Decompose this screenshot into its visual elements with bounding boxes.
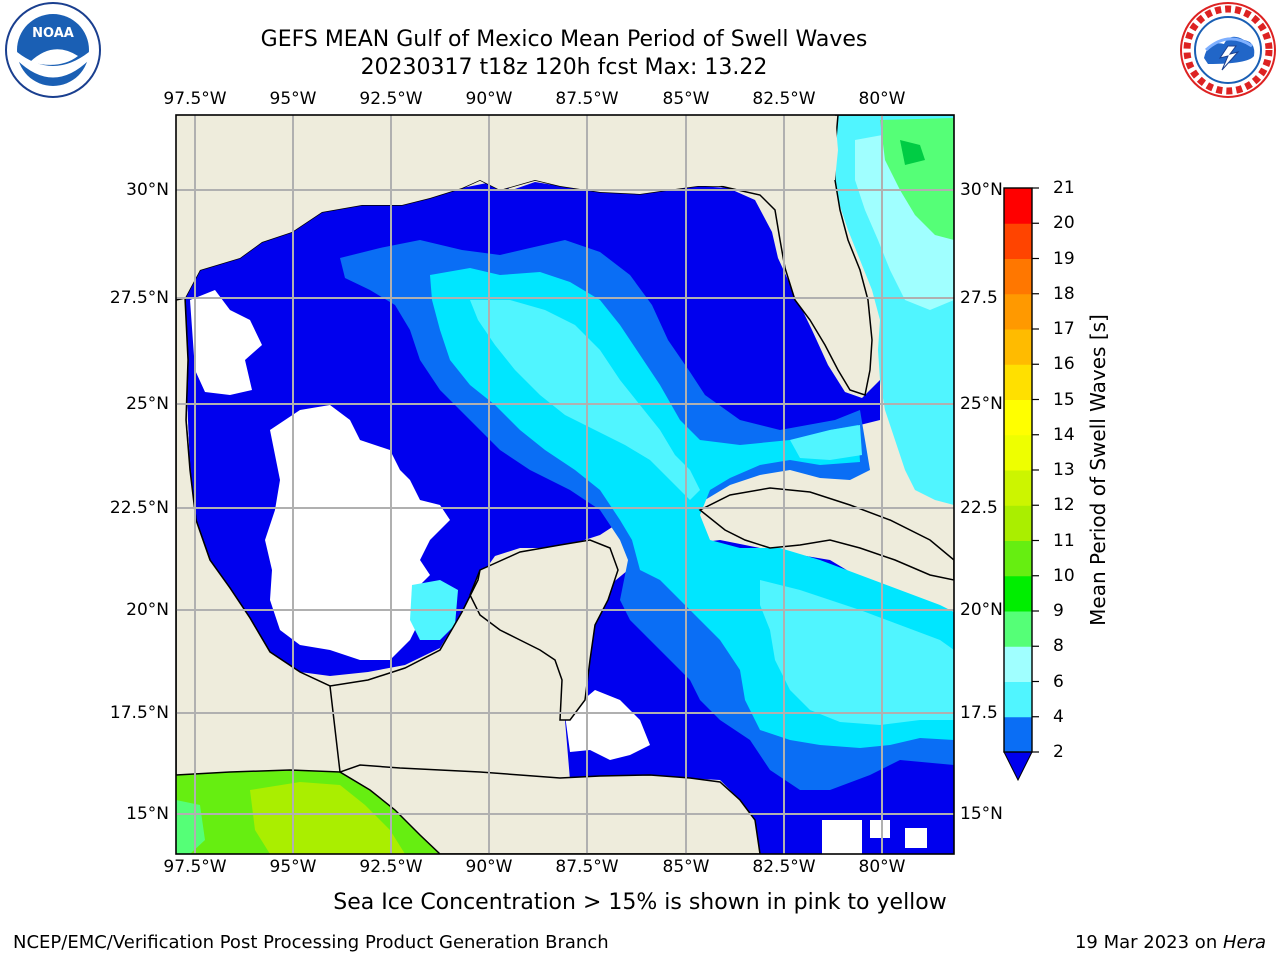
colorbar-tick-marks [1032,187,1039,753]
nws-logo [1180,2,1276,98]
lon-label-bottom: 90°W [465,857,513,877]
colorbar-bands [1004,188,1032,753]
mexico-west-land [176,297,341,776]
lon-label-top: 80°W [858,89,906,109]
lon-label-bottom: 87.5°W [555,857,619,877]
colorbar [1003,187,1039,782]
colorbar-tick-label: 20 [1053,213,1075,234]
swell-region-pacific-12-13 [250,782,405,854]
footer-date: 19 Mar 2023 on Hera [1075,932,1266,953]
colorbar-band [1004,434,1032,471]
lon-label-top: 95°W [269,89,317,109]
footer-date-text: 19 Mar 2023 on [1074,932,1223,953]
colorbar-band [1004,258,1032,295]
chart-subtitle: 20230317 t18z 120h fcst Max: 13.22 [360,55,768,80]
graticule [176,115,954,854]
colorbar-tick-label: 11 [1053,530,1075,551]
colorbar-tick-label: 19 [1053,248,1075,269]
colorbar-band [1004,575,1032,612]
colorbar-band [1004,540,1032,577]
noaa-logo-text: NOAA [32,26,74,41]
colorbar-band [1004,681,1032,718]
lat-label-right: 25°N [960,394,1003,414]
lat-label-right: 27.5 [960,288,998,308]
colorbar-tick-label: 9 [1053,601,1064,621]
colorbar-band [1004,716,1032,753]
lon-label-bottom: 95°W [269,857,317,877]
lat-label-right: 17.5 [960,703,998,723]
colorbar-band [1004,470,1032,506]
noaa-logo: NOAA [5,2,101,98]
lon-label-top: 90°W [465,89,513,109]
lon-label-bottom: 92.5°W [359,857,423,877]
swell-region-6-8 [470,300,700,500]
lat-label-left: 15°N [126,804,169,824]
map-field [176,115,954,854]
lat-label-left: 17.5°N [109,703,169,723]
chart-title: GEFS MEAN Gulf of Mexico Mean Period of … [260,27,868,52]
swell-region-6-8-caribbean [760,580,954,725]
lat-label-left: 30°N [126,180,169,200]
lon-label-bottom: 97.5°W [163,857,227,877]
lat-label-right: 15°N [960,804,1003,824]
colorbar-band [1004,399,1032,436]
lat-label-left: 25°N [126,394,169,414]
colorbar-tick-label: 16 [1053,354,1075,375]
colorbar-band [1004,223,1032,259]
colorbar-tick-label: 21 [1053,178,1075,198]
footer-branch: NCEP/EMC/Verification Post Processing Pr… [13,932,609,953]
lon-label-top: 87.5°W [555,89,619,109]
lon-label-bottom: 85°W [662,857,710,877]
colorbar-tick-label: 4 [1053,706,1064,727]
swell-region-6-8-straits [790,425,862,460]
colorbar-band [1004,293,1032,330]
colorbar-tick-label: 13 [1053,460,1075,480]
lon-label-top: 82.5°W [752,89,816,109]
colorbar-band [1004,188,1032,224]
mexico-inland-shading [176,115,954,300]
colorbar-band [1004,364,1032,400]
colorbar-band [1004,329,1032,365]
map-frame [175,114,955,855]
map-plot [175,114,955,855]
lat-label-left: 22.5°N [109,498,169,518]
colorbar-band [1004,611,1032,647]
colorbar-tick-label: 18 [1053,283,1075,304]
colorbar-tick-label: 15 [1053,389,1075,410]
sea-ice-note: Sea Ice Concentration > 15% is shown in … [333,890,947,915]
colorbar-tick-label: 8 [1053,636,1064,657]
colorbar-tick-label: 10 [1053,565,1075,586]
lon-label-top: 97.5°W [163,89,227,109]
swell-region-atlantic-10-11 [900,140,925,165]
swell-region-atlantic-9-10 [880,118,954,240]
lon-label-bottom: 82.5°W [752,857,816,877]
lon-label-top: 92.5°W [359,89,423,109]
colorbar-under-triangle [1003,751,1033,782]
colorbar-label: Mean Period of Swell Waves [s] [1086,314,1110,626]
lat-label-right: 20°N [960,600,1003,620]
lat-label-left: 20°N [126,600,169,620]
colorbar-band [1004,505,1032,541]
colorbar-tick-label: 12 [1053,495,1075,516]
lon-label-top: 85°W [662,89,710,109]
colorbar-tick-label: 17 [1053,319,1075,339]
lat-label-right: 30°N [960,180,1003,200]
colorbar-tick-label: 6 [1053,671,1064,692]
lon-label-bottom: 80°W [858,857,906,877]
colorbar-tick-label: 14 [1053,424,1075,445]
lat-label-left: 27.5°N [109,288,169,308]
lat-label-right: 22.5 [960,498,998,518]
colorbar-tick-label: 2 [1053,742,1064,762]
footer-machine: Hera [1222,932,1266,953]
colorbar-band [1004,646,1032,682]
